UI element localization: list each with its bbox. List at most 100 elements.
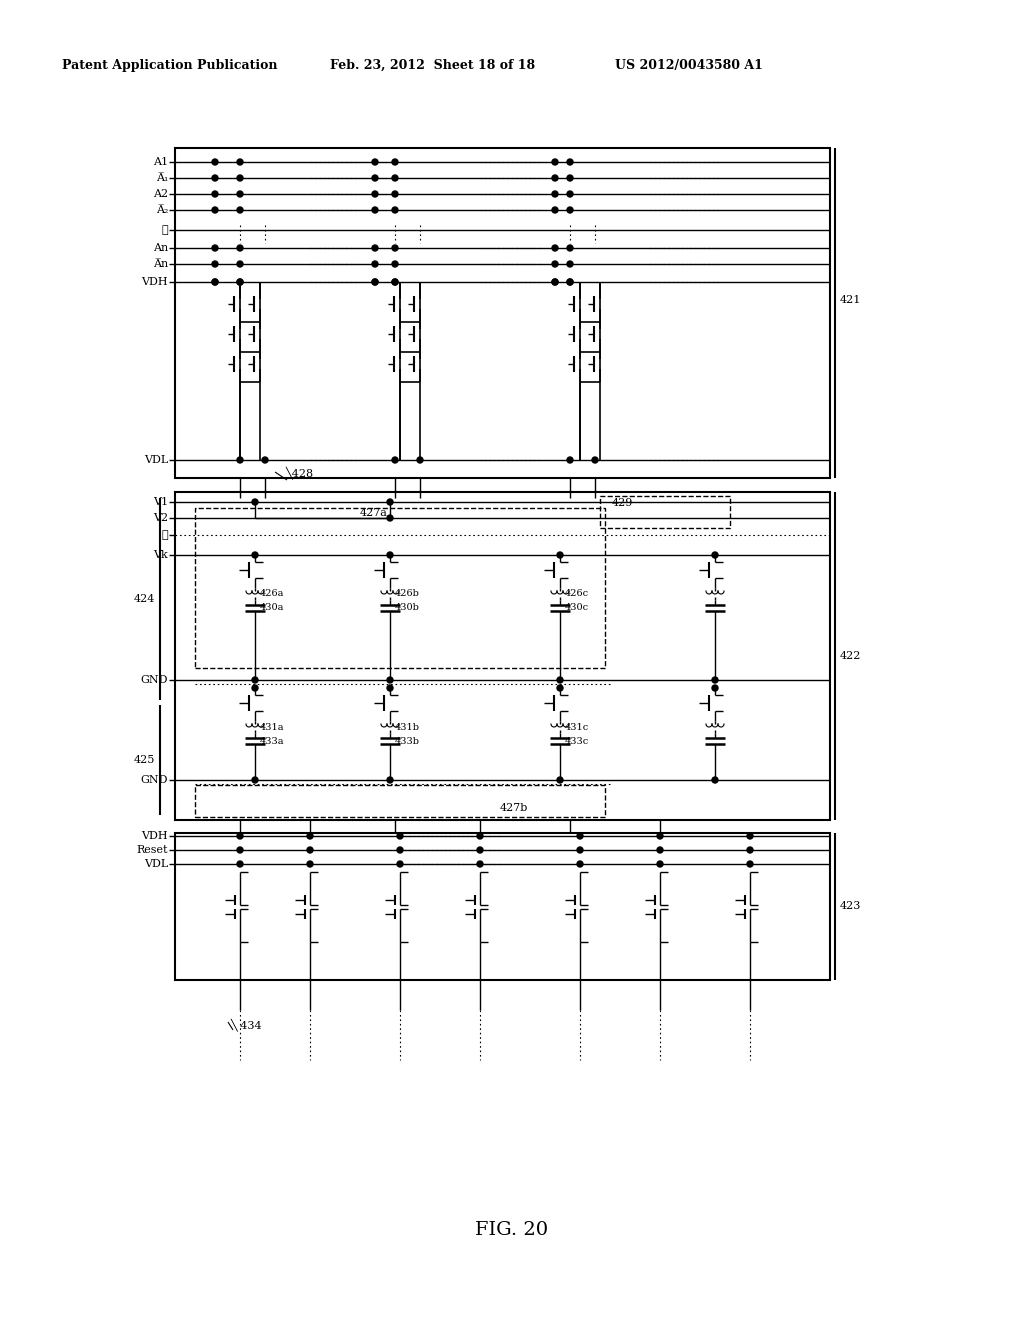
Circle shape xyxy=(387,777,393,783)
Text: 423: 423 xyxy=(840,902,861,911)
Text: GND: GND xyxy=(140,775,168,785)
Circle shape xyxy=(557,685,563,690)
Circle shape xyxy=(212,279,218,285)
Text: Feb. 23, 2012  Sheet 18 of 18: Feb. 23, 2012 Sheet 18 of 18 xyxy=(330,58,536,71)
Circle shape xyxy=(577,861,583,867)
Circle shape xyxy=(577,833,583,840)
Circle shape xyxy=(577,847,583,853)
Circle shape xyxy=(567,279,573,285)
Circle shape xyxy=(372,279,378,285)
Circle shape xyxy=(237,279,243,285)
Text: VDH: VDH xyxy=(141,277,168,286)
Circle shape xyxy=(262,457,268,463)
Circle shape xyxy=(237,246,243,251)
Text: ⋮: ⋮ xyxy=(162,531,168,540)
Circle shape xyxy=(372,261,378,267)
Circle shape xyxy=(212,158,218,165)
Text: 431b: 431b xyxy=(395,722,420,731)
Circle shape xyxy=(392,246,398,251)
Circle shape xyxy=(237,833,243,840)
Circle shape xyxy=(657,861,663,867)
Circle shape xyxy=(237,279,243,285)
Circle shape xyxy=(567,207,573,213)
Text: VDL: VDL xyxy=(143,859,168,869)
Text: A1: A1 xyxy=(153,157,168,168)
Circle shape xyxy=(212,191,218,197)
Circle shape xyxy=(212,246,218,251)
Text: 433b: 433b xyxy=(395,737,420,746)
Circle shape xyxy=(712,677,718,682)
Circle shape xyxy=(712,685,718,690)
Text: 430c: 430c xyxy=(565,603,589,612)
Text: A̅n: A̅n xyxy=(153,259,168,269)
Text: V1: V1 xyxy=(153,498,168,507)
Text: 430b: 430b xyxy=(395,603,420,612)
Text: ╲ 434: ╲ 434 xyxy=(230,1019,261,1031)
Circle shape xyxy=(212,261,218,267)
Circle shape xyxy=(477,847,483,853)
Circle shape xyxy=(237,191,243,197)
Text: 430a: 430a xyxy=(260,603,285,612)
Text: 427b: 427b xyxy=(500,803,528,813)
Circle shape xyxy=(252,777,258,783)
Circle shape xyxy=(746,847,753,853)
Circle shape xyxy=(657,833,663,840)
Text: An: An xyxy=(153,243,168,253)
Bar xyxy=(175,148,830,478)
Circle shape xyxy=(237,847,243,853)
Circle shape xyxy=(746,861,753,867)
Circle shape xyxy=(557,677,563,682)
Circle shape xyxy=(387,499,393,506)
Circle shape xyxy=(417,457,423,463)
Circle shape xyxy=(567,279,573,285)
Circle shape xyxy=(567,158,573,165)
Circle shape xyxy=(237,861,243,867)
Circle shape xyxy=(237,207,243,213)
Text: Vk: Vk xyxy=(154,550,168,560)
Bar xyxy=(195,508,605,668)
Circle shape xyxy=(237,261,243,267)
Circle shape xyxy=(252,499,258,506)
Circle shape xyxy=(372,279,378,285)
Circle shape xyxy=(387,685,393,690)
Circle shape xyxy=(372,246,378,251)
Text: FIG. 20: FIG. 20 xyxy=(475,1221,549,1239)
Circle shape xyxy=(712,777,718,783)
Circle shape xyxy=(372,191,378,197)
Text: US 2012/0043580 A1: US 2012/0043580 A1 xyxy=(615,58,763,71)
Circle shape xyxy=(252,677,258,682)
Text: 424: 424 xyxy=(133,594,155,605)
Circle shape xyxy=(392,158,398,165)
Circle shape xyxy=(392,261,398,267)
Circle shape xyxy=(557,552,563,558)
Text: 426b: 426b xyxy=(395,590,420,598)
Text: 421: 421 xyxy=(840,294,861,305)
Circle shape xyxy=(552,261,558,267)
Circle shape xyxy=(567,191,573,197)
Bar xyxy=(175,492,830,820)
Circle shape xyxy=(252,552,258,558)
Circle shape xyxy=(387,552,393,558)
Circle shape xyxy=(392,176,398,181)
Circle shape xyxy=(212,176,218,181)
Circle shape xyxy=(392,279,398,285)
Circle shape xyxy=(387,515,393,521)
Circle shape xyxy=(387,677,393,682)
Text: Patent Application Publication: Patent Application Publication xyxy=(62,58,278,71)
Circle shape xyxy=(307,861,313,867)
Circle shape xyxy=(397,847,403,853)
Circle shape xyxy=(237,457,243,463)
Circle shape xyxy=(307,833,313,840)
Text: 431a: 431a xyxy=(260,722,285,731)
Circle shape xyxy=(552,158,558,165)
Circle shape xyxy=(552,279,558,285)
Circle shape xyxy=(307,847,313,853)
Text: ╲428: ╲428 xyxy=(285,466,313,479)
Text: ⋮: ⋮ xyxy=(162,224,168,235)
Text: 426c: 426c xyxy=(565,590,589,598)
Text: A2: A2 xyxy=(153,189,168,199)
Circle shape xyxy=(392,279,398,285)
Text: 425: 425 xyxy=(133,755,155,766)
Circle shape xyxy=(552,246,558,251)
Text: A̅₁: A̅₁ xyxy=(156,173,168,183)
